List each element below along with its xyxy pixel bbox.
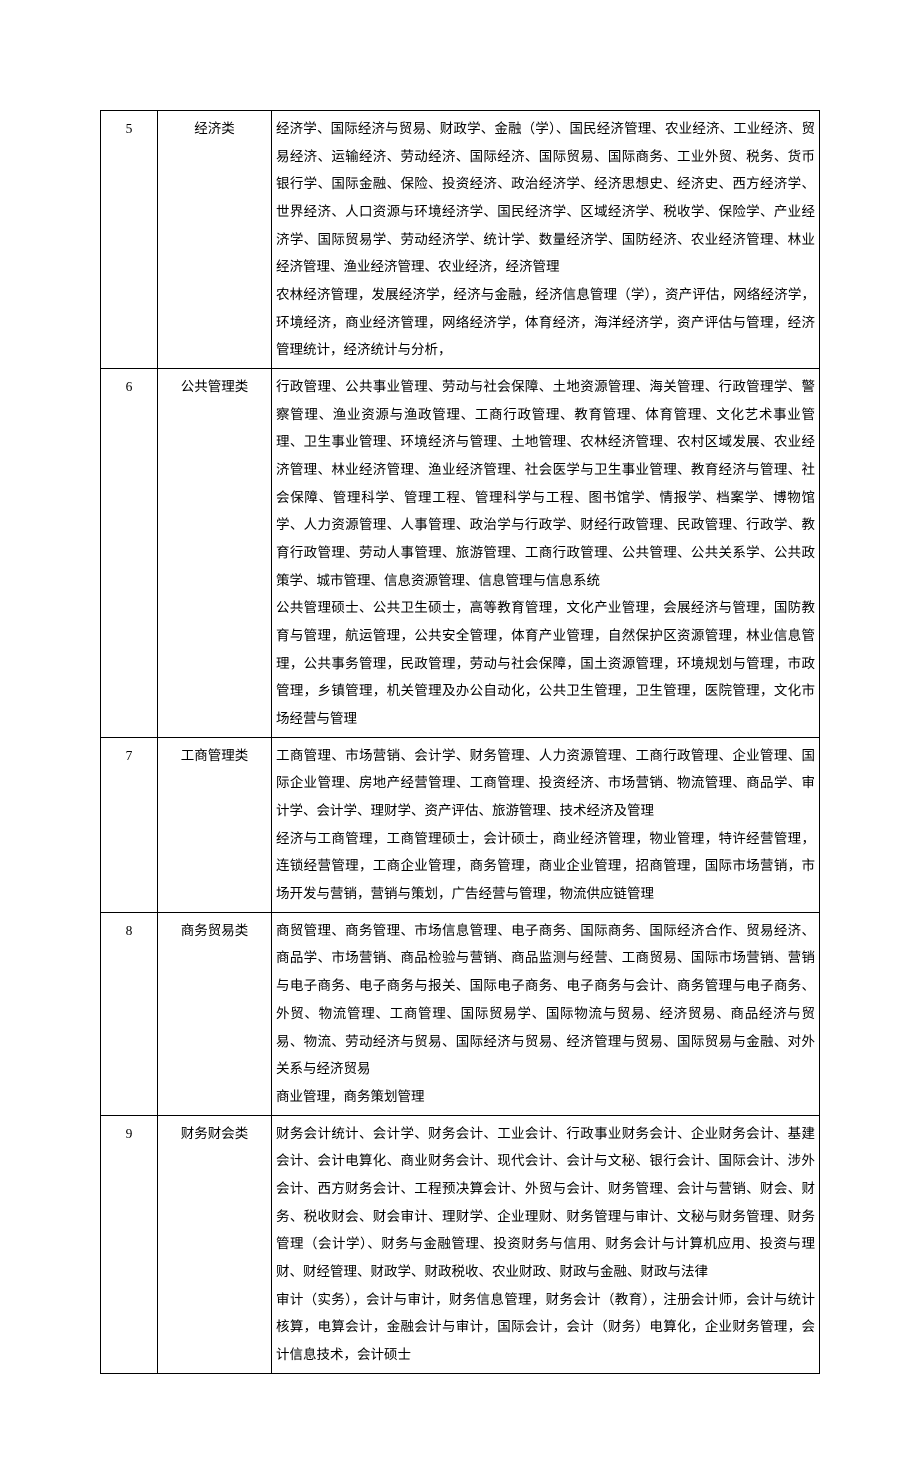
row-category: 财务财会类 [158,1115,272,1373]
row-number: 9 [101,1115,158,1373]
row-number: 6 [101,369,158,738]
row-category: 经济类 [158,111,272,369]
table-row: 6公共管理类行政管理、公共事业管理、劳动与社会保障、土地资源管理、海关管理、行政… [101,369,820,738]
table-body: 5经济类经济学、国际经济与贸易、财政学、金融（学）、国民经济管理、农业经济、工业… [101,111,820,1374]
table-row: 9财务财会类财务会计统计、会计学、财务会计、工业会计、行政事业财务会计、企业财务… [101,1115,820,1373]
table-row: 5经济类经济学、国际经济与贸易、财政学、金融（学）、国民经济管理、农业经济、工业… [101,111,820,369]
row-description: 工商管理、市场营销、会计学、财务管理、人力资源管理、工商行政管理、企业管理、国际… [272,737,820,912]
category-table: 5经济类经济学、国际经济与贸易、财政学、金融（学）、国民经济管理、农业经济、工业… [100,110,820,1374]
document-page: 5经济类经济学、国际经济与贸易、财政学、金融（学）、国民经济管理、农业经济、工业… [0,0,920,1484]
table-row: 8商务贸易类商贸管理、商务管理、市场信息管理、电子商务、国际商务、国际经济合作、… [101,912,820,1115]
row-number: 7 [101,737,158,912]
row-description: 商贸管理、商务管理、市场信息管理、电子商务、国际商务、国际经济合作、贸易经济、商… [272,912,820,1115]
row-description: 经济学、国际经济与贸易、财政学、金融（学）、国民经济管理、农业经济、工业经济、贸… [272,111,820,369]
row-description: 财务会计统计、会计学、财务会计、工业会计、行政事业财务会计、企业财务会计、基建会… [272,1115,820,1373]
row-number: 5 [101,111,158,369]
row-number: 8 [101,912,158,1115]
row-category: 工商管理类 [158,737,272,912]
table-row: 7工商管理类工商管理、市场营销、会计学、财务管理、人力资源管理、工商行政管理、企… [101,737,820,912]
row-description: 行政管理、公共事业管理、劳动与社会保障、土地资源管理、海关管理、行政管理学、警察… [272,369,820,738]
row-category: 商务贸易类 [158,912,272,1115]
row-category: 公共管理类 [158,369,272,738]
